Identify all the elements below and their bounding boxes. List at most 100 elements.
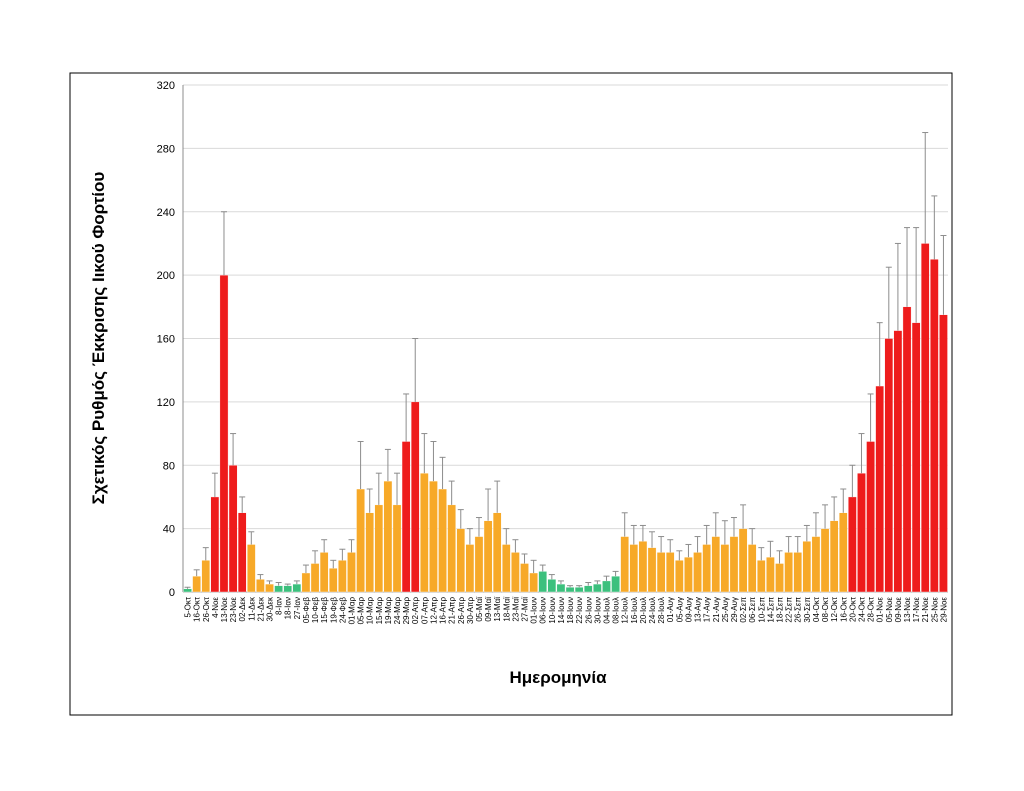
x-tick-label: 13-Μαϊ	[493, 597, 502, 622]
x-tick-label: 4-Νοε	[211, 597, 220, 618]
x-tick-label: 20-Οκτ	[848, 596, 857, 622]
chart-frame	[69, 72, 953, 716]
x-tick-label: 12-Απρ	[429, 597, 438, 624]
bar	[766, 556, 775, 593]
x-tick-label: 16-Απρ	[439, 597, 448, 624]
x-tick-label: 18-Ιαν	[284, 597, 293, 619]
bar	[583, 585, 593, 593]
x-tick-label: 16-Οκτ	[839, 596, 848, 622]
bar	[702, 544, 711, 593]
bar	[848, 496, 857, 593]
bar	[365, 512, 374, 593]
x-tick-label: 21-Απρ	[448, 597, 457, 624]
bar	[410, 401, 420, 593]
y-tick-label: 120	[157, 397, 175, 409]
x-tick-label: 21-Αυγ	[712, 597, 721, 622]
x-tick-label: 18-Ιουν	[566, 597, 575, 624]
x-tick-label: 05-Φεβ	[302, 597, 311, 624]
bar	[711, 536, 721, 593]
x-tick-label: 10-Ιουν	[548, 597, 557, 624]
bar	[930, 259, 939, 593]
x-tick-label: 22-Σεπ	[785, 597, 794, 623]
x-tick-label: 24-Φεβ	[338, 597, 347, 624]
bar	[374, 504, 384, 593]
bar	[574, 587, 584, 593]
x-tick-label: 29-Μαρ	[402, 597, 411, 625]
x-tick-label: 06-Σεπ	[748, 597, 757, 623]
x-tick-label: 30-Σεπ	[803, 597, 812, 623]
bar	[301, 572, 311, 593]
x-tick-label: 02-Σεπ	[739, 597, 748, 623]
x-tick-label: 23-Μαϊ	[511, 597, 520, 622]
x-tick-label: 26-Οκτ	[202, 596, 211, 622]
y-tick-label: 0	[169, 587, 175, 599]
bar	[720, 544, 730, 593]
x-tick-label: 19-Μαρ	[384, 597, 393, 625]
bar	[283, 585, 293, 593]
x-tick-label: 21-Νοε	[921, 597, 930, 623]
bar	[247, 544, 256, 593]
bar	[729, 536, 739, 593]
bar	[620, 536, 629, 593]
x-tick-label: 24-Ιουλ	[648, 597, 657, 624]
bar	[347, 552, 356, 593]
x-tick-label: 18-Μαϊ	[502, 597, 511, 622]
x-tick-label: 15-Φεβ	[320, 597, 329, 624]
x-tick-label: 27-Ιαν	[293, 597, 302, 619]
bar	[875, 385, 884, 593]
bar	[274, 585, 283, 593]
x-tick-label: 04-Ιουλ	[602, 597, 611, 624]
bar	[447, 504, 456, 593]
bar	[884, 338, 894, 593]
bar	[775, 563, 784, 593]
bar	[547, 579, 557, 593]
x-tick-label: 17-Αυγ	[703, 597, 712, 622]
x-tick-label: 01-Αυγ	[666, 597, 675, 622]
bar	[665, 552, 675, 593]
bar	[656, 552, 666, 593]
bar	[647, 547, 657, 593]
bar	[328, 568, 338, 593]
bar	[201, 560, 211, 593]
bar	[256, 579, 265, 593]
x-tick-label: 28-Οκτ	[867, 596, 876, 622]
bar	[811, 536, 821, 593]
bar	[237, 512, 247, 593]
x-tick-label: 07-Απρ	[420, 597, 429, 624]
x-tick-label: 10-Μαρ	[366, 597, 375, 625]
y-tick-label: 80	[163, 460, 175, 472]
x-tick-label: 16-Ιουλ	[630, 597, 639, 624]
x-tick-label: 01-Νοε	[876, 597, 885, 623]
y-tick-label: 40	[163, 524, 175, 536]
bar	[829, 520, 839, 593]
y-tick-label: 240	[157, 207, 175, 219]
x-tick-label: 09-Νοε	[894, 597, 903, 623]
x-tick-label: 11-Δεκ	[247, 596, 256, 621]
x-tick-label: 05-Νοε	[885, 597, 894, 623]
x-tick-label: 02-Δεκ	[238, 596, 247, 621]
x-tick-label: 24-Μαρ	[393, 597, 402, 625]
x-tick-label: 26-Ιουν	[584, 597, 593, 624]
x-tick-label: 13-Αυγ	[694, 597, 703, 622]
x-tick-label: 12-Ιουλ	[621, 597, 630, 624]
bar	[420, 472, 429, 593]
x-tick-label: 5-Οκτ	[184, 596, 193, 617]
x-tick-label: 13-Νοε	[220, 597, 229, 623]
bar	[893, 330, 903, 593]
bar	[593, 583, 602, 593]
x-tick-label: 25-Νοε	[930, 597, 939, 623]
y-tick-label: 320	[157, 80, 175, 92]
x-tick-label: 10-Φεβ	[311, 597, 320, 624]
x-tick-label: 10-Σεπ	[757, 597, 766, 623]
x-tick-label: 05-Αυγ	[675, 597, 684, 622]
bar	[511, 552, 520, 593]
bar	[675, 560, 684, 593]
x-tick-label: 08-Οκτ	[821, 596, 830, 622]
bar	[902, 306, 912, 593]
bar	[757, 560, 766, 593]
y-tick-label: 280	[157, 143, 175, 155]
x-tick-label: 29-Νοε	[939, 597, 948, 623]
bar	[383, 480, 393, 593]
bar	[310, 563, 320, 593]
